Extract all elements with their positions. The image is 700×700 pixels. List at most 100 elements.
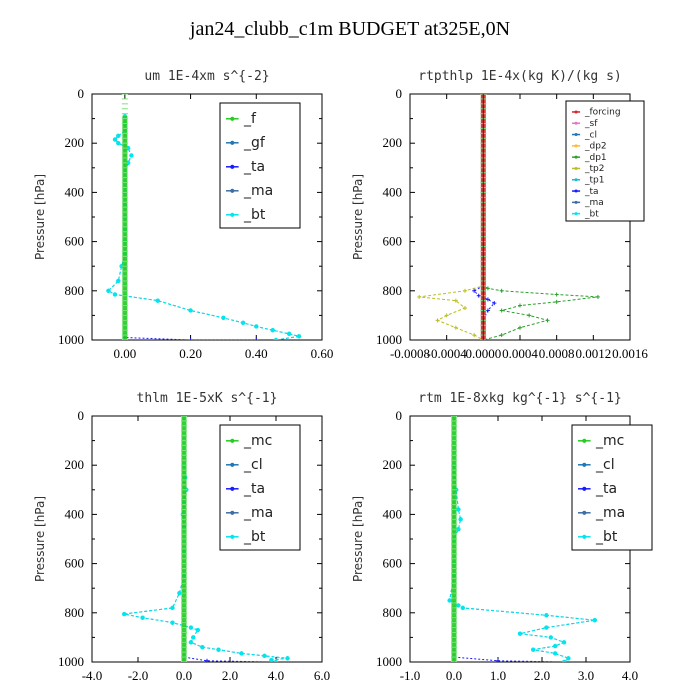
series-f	[121, 94, 128, 340]
legend-entry: _ma	[572, 198, 604, 208]
legend-marker	[230, 212, 235, 217]
y-tick-label: 800	[383, 283, 403, 298]
legend: _f _gf _ta _ma _bt	[219, 102, 301, 229]
legend-marker	[574, 133, 578, 137]
chart-panel-2: rtpthlp 1E-4x(kg K)/(kg s) Pressure [hPa]…	[351, 69, 648, 361]
x-tick-label: 1.0	[490, 668, 506, 683]
series-point	[122, 611, 127, 617]
series-point	[112, 292, 118, 297]
x-tick-label: 0.20	[179, 346, 202, 361]
series-point	[269, 657, 274, 662]
legend-box	[565, 100, 645, 222]
legend-marker	[574, 110, 578, 114]
series-point	[285, 656, 290, 661]
legend-marker	[574, 121, 578, 125]
legend-entry: _tp2	[572, 164, 604, 174]
series-point	[116, 133, 121, 139]
series-point	[240, 320, 246, 325]
y-tick-label: 0	[78, 408, 85, 423]
legend-entry: _cl	[226, 457, 263, 473]
series-point	[239, 651, 244, 656]
y-tick-label: 800	[65, 283, 85, 298]
legend-label: _ma	[595, 505, 625, 521]
legend-marker	[574, 178, 578, 182]
legend-entry: _bt	[226, 207, 266, 223]
series-point	[592, 617, 597, 623]
legend-marker	[230, 510, 235, 515]
y-tick-label: 0	[78, 86, 85, 101]
series-point	[170, 620, 175, 625]
y-tick-label: 600	[383, 556, 403, 571]
series-mc	[181, 416, 187, 662]
x-tick-label: 3.0	[578, 668, 594, 683]
x-tick-label: -0.0008	[390, 346, 430, 361]
legend-label: _sf	[584, 119, 598, 129]
panel-title: thlm 1E-5xK s^{-1}	[137, 391, 278, 406]
x-tick-label: 0.00	[113, 346, 136, 361]
series-point	[155, 298, 160, 303]
figure-title: jan24_clubb_c1m BUDGET at325E,0N	[189, 18, 511, 40]
legend-marker	[582, 510, 587, 515]
x-tick-label: 0.0016	[612, 346, 648, 361]
y-tick-label: 400	[65, 506, 85, 521]
y-tick-label: 400	[383, 506, 403, 521]
series-point	[129, 153, 134, 158]
legend: _mc _cl _ta _ma _bt	[571, 424, 653, 551]
legend-marker	[582, 438, 587, 443]
legend-marker	[574, 166, 578, 170]
x-tick-label: 4.0	[268, 668, 284, 683]
legend-label: _dp2	[584, 142, 607, 152]
legend-marker	[574, 189, 578, 193]
y-tick-label: 600	[65, 556, 85, 571]
series-point	[106, 288, 111, 293]
legend-marker	[574, 155, 578, 159]
series-point	[140, 615, 145, 620]
x-tick-label: 2.0	[534, 668, 550, 683]
legend-entry: _dp1	[572, 153, 607, 163]
legend-marker	[230, 534, 235, 539]
series-point	[188, 625, 194, 630]
legend-label: _ma	[243, 183, 273, 199]
legend-label: _cl	[595, 457, 615, 473]
legend-entry: _ta	[226, 159, 265, 175]
y-axis-label: Pressure [hPa]	[351, 174, 365, 260]
chart-panel-1: um 1E-4xm s^{-2} Pressure [hPa] 0 200 400 600…	[33, 69, 333, 361]
series-line	[183, 637, 272, 662]
x-tick-label: -2.0	[128, 668, 149, 683]
y-axis-label: Pressure [hPa]	[351, 496, 365, 582]
legend-entry: _cl	[578, 457, 615, 473]
y-tick-label: 800	[383, 605, 403, 620]
x-tick-label: 0.40	[245, 346, 268, 361]
x-tick-label: 0.0004	[502, 346, 538, 361]
legend-label: _ma	[584, 198, 604, 208]
legend-label: _tp1	[584, 175, 604, 185]
y-axis-label: Pressure [hPa]	[33, 174, 47, 260]
x-tick-label: 6.0	[314, 668, 330, 683]
series-ta	[452, 635, 566, 662]
legend-entry: _cl	[572, 130, 597, 140]
series-point	[553, 651, 558, 656]
plot-area	[417, 94, 600, 340]
series-ta	[182, 635, 274, 662]
series-point	[216, 647, 221, 652]
legend-label: _mc	[243, 433, 272, 449]
y-tick-label: 400	[383, 184, 403, 199]
legend-label: _ta	[584, 187, 599, 197]
y-tick-label: 1000	[376, 654, 402, 669]
series-point	[262, 653, 267, 659]
legend-entry: _ta	[578, 481, 617, 497]
legend-label: _ta	[243, 159, 265, 175]
plot-area	[447, 416, 597, 662]
legend-marker	[230, 164, 235, 169]
series-point	[195, 627, 200, 633]
x-tick-label: -4.0	[82, 668, 103, 683]
legend-entry: _mc	[578, 433, 624, 449]
series-point	[561, 659, 567, 662]
legend: _forcing_sf_cl _dp2_dp1_tp2_tp1 _ta_ma_bt	[565, 100, 645, 222]
legend-label: _cl	[243, 457, 263, 473]
legend-marker	[230, 116, 235, 121]
x-tick-label: 0.0	[446, 668, 462, 683]
series-point	[254, 324, 259, 329]
series-point	[456, 603, 461, 608]
